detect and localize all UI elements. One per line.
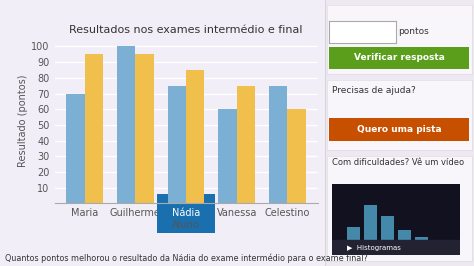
Text: Verificar resposta: Verificar resposta xyxy=(354,53,445,62)
Text: ▶  Histogramas: ▶ Histogramas xyxy=(347,245,401,251)
X-axis label: Aluno: Aluno xyxy=(172,220,200,230)
Bar xyxy=(398,230,410,248)
Bar xyxy=(117,47,136,203)
Bar xyxy=(381,216,393,248)
Bar xyxy=(136,54,154,203)
Bar xyxy=(186,70,204,203)
Bar xyxy=(269,86,287,203)
Text: Com dificuldades? Vê um vídeo: Com dificuldades? Vê um vídeo xyxy=(332,158,464,167)
Bar xyxy=(168,86,186,203)
Bar xyxy=(346,227,359,248)
Y-axis label: Resultado (pontos): Resultado (pontos) xyxy=(18,75,28,167)
Text: Precisas de ajuda?: Precisas de ajuda? xyxy=(332,86,416,95)
Bar xyxy=(85,54,103,203)
Bar xyxy=(287,109,306,203)
Bar xyxy=(237,86,255,203)
Title: Resultados nos exames intermédio e final: Resultados nos exames intermédio e final xyxy=(69,25,303,35)
Text: pontos: pontos xyxy=(398,27,429,36)
Bar xyxy=(219,109,237,203)
Text: Quantos pontos melhorou o resultado da Nádia do exame intermédio para o exame fi: Quantos pontos melhorou o resultado da N… xyxy=(5,254,367,263)
Bar xyxy=(364,205,376,248)
Bar xyxy=(332,240,460,255)
Bar xyxy=(66,94,85,203)
Text: Quero uma pista: Quero uma pista xyxy=(357,125,442,134)
Bar xyxy=(415,238,428,248)
